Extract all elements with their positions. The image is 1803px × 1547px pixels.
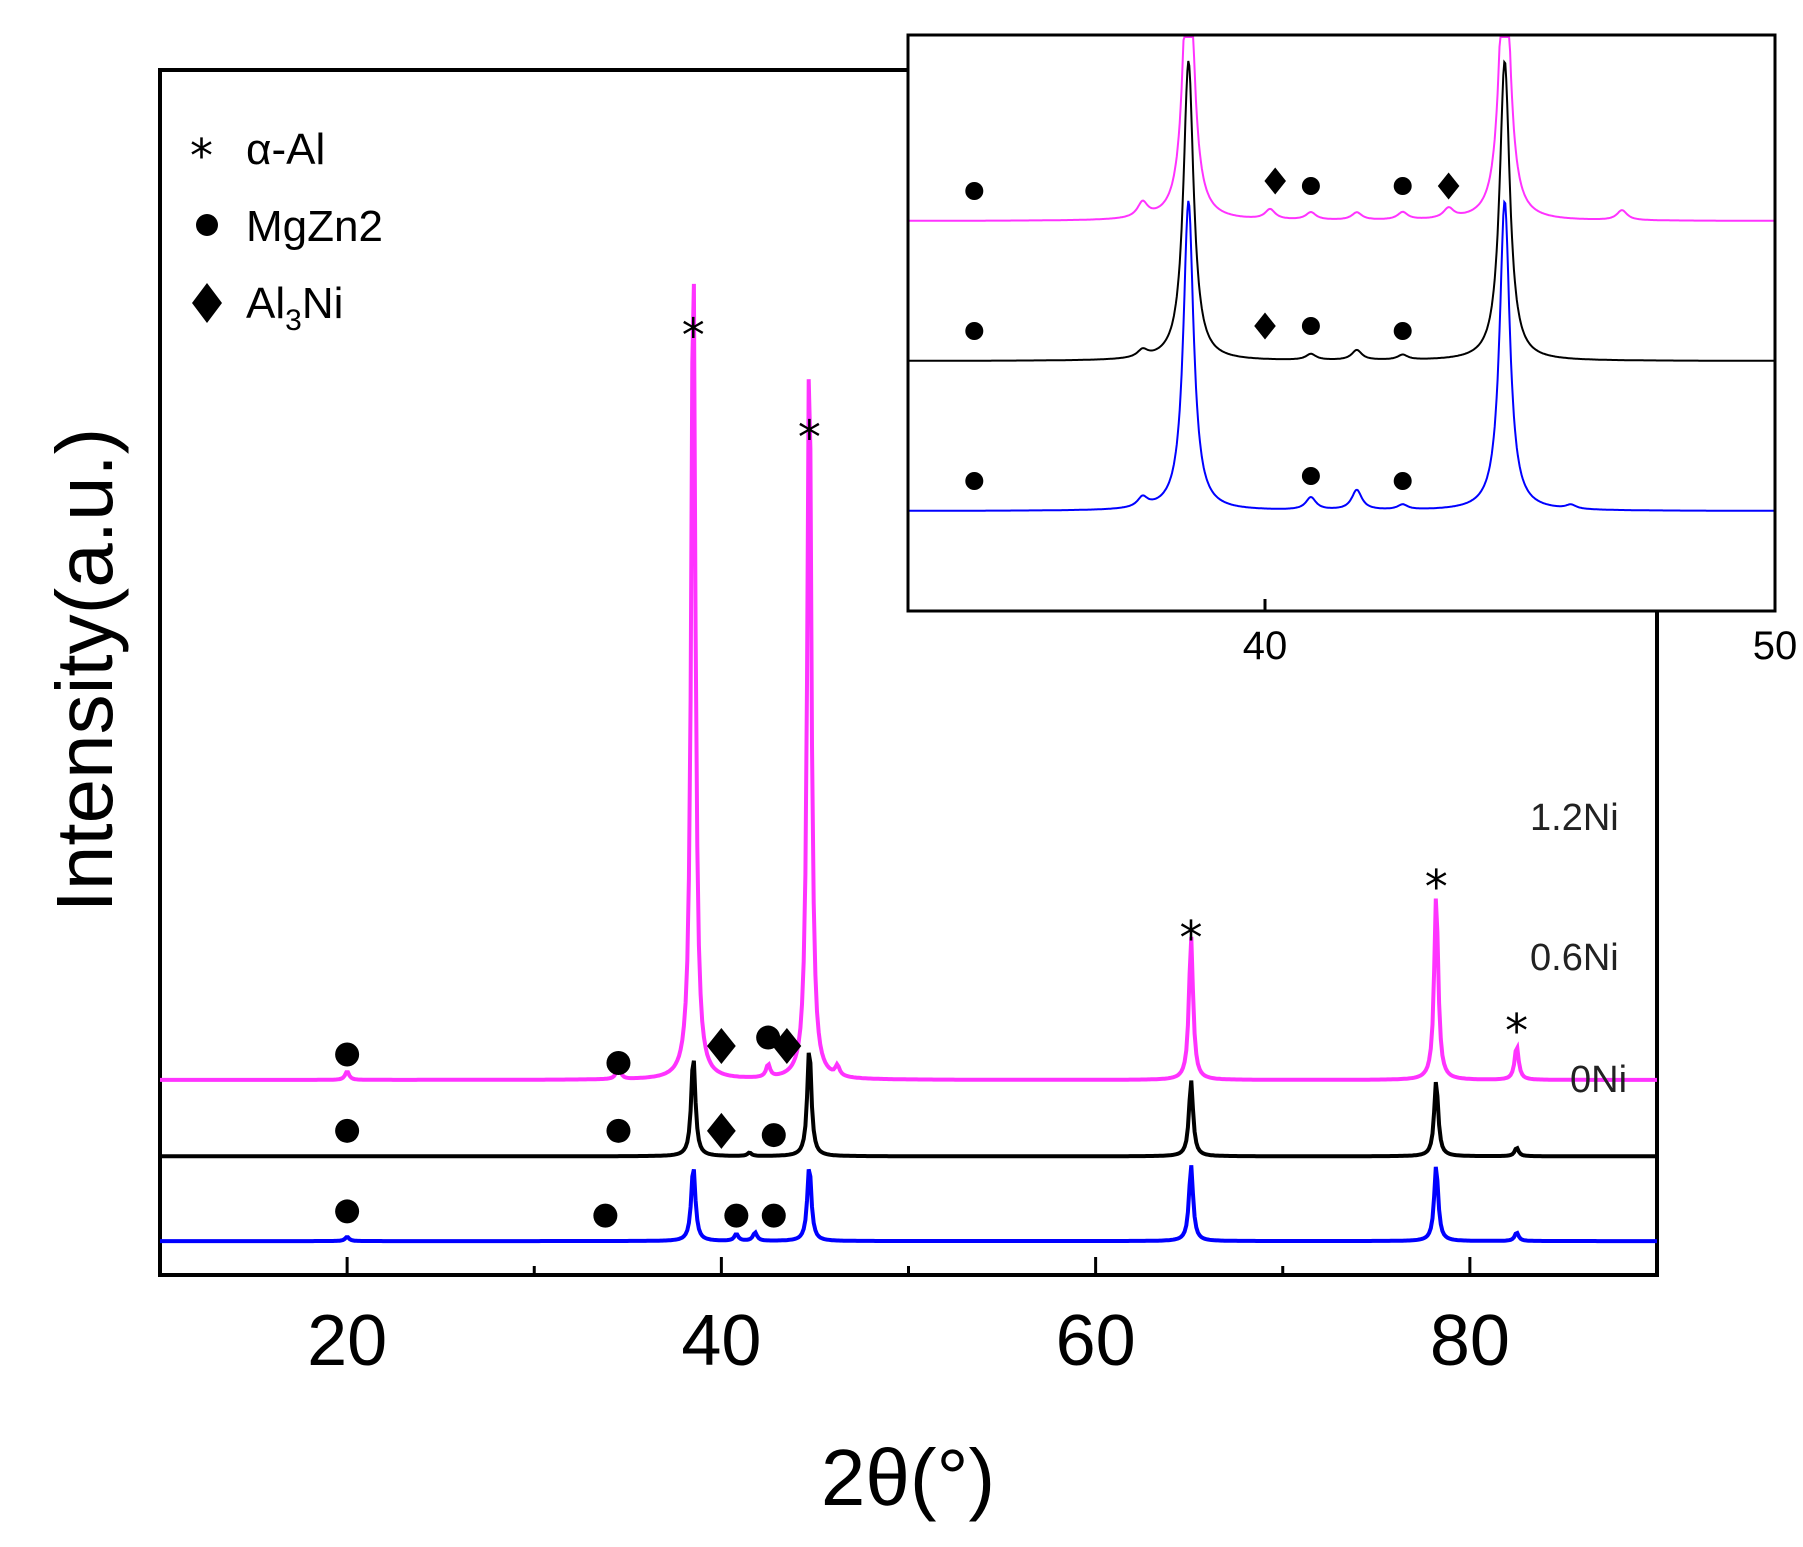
series-label-0.6Ni: 0.6Ni	[1530, 937, 1619, 979]
inset-marker-group	[965, 167, 1460, 490]
inset-series-line-1.2Ni	[908, 36, 1775, 222]
inset-0Ni-circle-marker-0	[965, 472, 984, 490]
main-1.2Ni-circle-marker-3	[756, 1025, 781, 1050]
legend-label-alpha-al: α-Al	[246, 125, 325, 174]
legend-label-al3ni: Al3Ni	[246, 279, 343, 337]
inset-series-line-0Ni	[908, 199, 1775, 512]
main-axis-ticks: 20 40 60 80	[307, 1257, 1659, 1381]
inset-x-tick-label-50: 50	[1753, 624, 1798, 668]
main-1.2Ni-star-marker-9: *	[1505, 1004, 1528, 1058]
main-0Ni-circle-marker-3	[761, 1203, 786, 1228]
main-1.2Ni-diamond-marker-4	[772, 1028, 802, 1065]
y-axis-title: Intensity(a.u.)	[40, 428, 129, 913]
main-0Ni-circle-marker-1	[593, 1203, 618, 1228]
main-series-line-0Ni	[160, 1165, 1657, 1244]
main-0.6Ni-circle-marker-3	[761, 1123, 786, 1148]
series-label-1.2Ni: 1.2Ni	[1530, 797, 1619, 839]
inset-0Ni-circle-marker-2	[1393, 472, 1412, 490]
main-0.6Ni-circle-marker-1	[606, 1118, 631, 1143]
inset-axis-ticks: 40 50	[1243, 599, 1798, 668]
inset-0.6Ni-circle-marker-2	[1301, 317, 1320, 335]
legend-label-al3ni-main: Al	[246, 279, 285, 328]
inset-1.2Ni-diamond-marker-4	[1437, 172, 1460, 200]
main-series-group	[160, 283, 1657, 1244]
main-series-line-1.2Ni	[160, 283, 1657, 1082]
main-0.6Ni-diamond-marker-2	[706, 1112, 736, 1149]
legend-star-symbol: *	[190, 129, 213, 183]
main-0.6Ni-circle-marker-0	[335, 1118, 360, 1143]
main-x-tick-label-80: 80	[1430, 1301, 1510, 1381]
main-1.2Ni-star-marker-7: *	[1180, 911, 1203, 965]
main-x-tick-label-20: 20	[307, 1301, 387, 1381]
inset-1.2Ni-diamond-marker-1	[1264, 167, 1286, 195]
inset-1.2Ni-circle-marker-2	[1301, 177, 1320, 195]
main-0Ni-circle-marker-0	[335, 1199, 360, 1224]
inset-x-tick-label-40: 40	[1243, 624, 1288, 668]
inset-1.2Ni-circle-marker-3	[1393, 177, 1412, 195]
inset-0Ni-circle-marker-1	[1301, 467, 1320, 485]
series-label-0Ni: 0Ni	[1570, 1059, 1627, 1101]
legend-label-mgzn2: MgZn2	[246, 202, 383, 251]
inset-plot-frame	[906, 33, 1777, 613]
legend-circle-marker	[196, 214, 218, 236]
main-1.2Ni-circle-marker-1	[606, 1051, 631, 1075]
main-series-line-0.6Ni	[160, 1052, 1657, 1159]
legend-diamond-marker	[192, 283, 222, 323]
inset-series-group	[908, 36, 1775, 512]
main-0Ni-circle-marker-2	[724, 1203, 749, 1228]
main-1.2Ni-diamond-marker-2	[706, 1028, 736, 1065]
legend: * α-Al MgZn2 Al3Ni	[190, 125, 383, 337]
main-marker-group: * * * * *	[335, 309, 1528, 1228]
inset-1.2Ni-circle-marker-0	[965, 182, 984, 200]
main-x-tick-label-60: 60	[1056, 1301, 1136, 1381]
legend-label-al3ni-sub: 3	[285, 304, 302, 337]
inset-series-line-0.6Ni	[908, 59, 1775, 362]
main-x-tick-label-40: 40	[681, 1301, 761, 1381]
main-1.2Ni-star-marker-8: *	[1425, 860, 1448, 914]
main-1.2Ni-circle-marker-0	[335, 1042, 360, 1067]
inset-0.6Ni-circle-marker-0	[965, 322, 984, 340]
inset-plot-background	[908, 35, 1775, 611]
inset-0.6Ni-diamond-marker-1	[1254, 312, 1276, 340]
inset-0.6Ni-circle-marker-3	[1393, 322, 1412, 340]
main-1.2Ni-star-marker-5: *	[682, 309, 705, 363]
main-1.2Ni-star-marker-6: *	[798, 410, 821, 464]
legend-label-al3ni-tail: Ni	[302, 279, 344, 328]
x-axis-title: 2θ(°)	[821, 1433, 995, 1522]
